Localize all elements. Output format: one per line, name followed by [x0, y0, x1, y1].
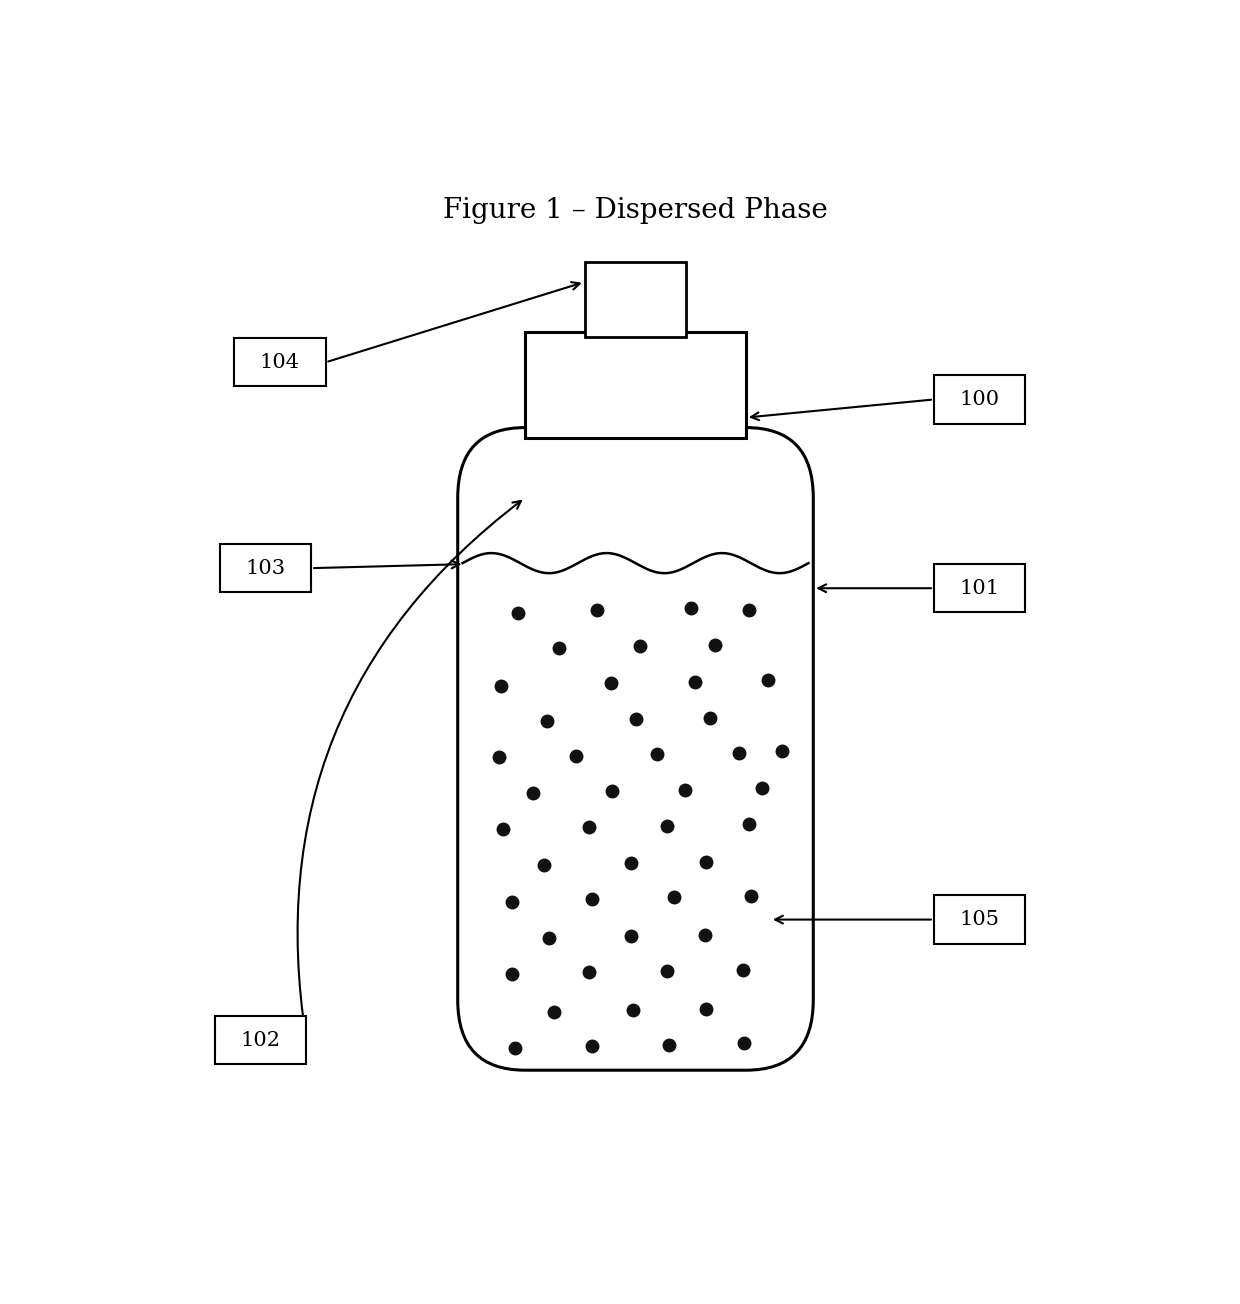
FancyBboxPatch shape	[458, 428, 813, 1071]
Text: 104: 104	[260, 353, 300, 372]
Text: 103: 103	[246, 558, 285, 578]
Text: Figure 1 – Dispersed Phase: Figure 1 – Dispersed Phase	[443, 197, 828, 224]
FancyBboxPatch shape	[215, 1016, 306, 1064]
Text: 102: 102	[241, 1030, 280, 1050]
Text: 105: 105	[960, 910, 999, 928]
Bar	[584, 262, 687, 338]
FancyBboxPatch shape	[234, 338, 326, 386]
FancyBboxPatch shape	[934, 565, 1025, 613]
Text: 100: 100	[960, 390, 999, 409]
FancyBboxPatch shape	[219, 544, 311, 592]
Bar	[525, 333, 746, 438]
Text: 101: 101	[960, 579, 999, 597]
FancyBboxPatch shape	[934, 376, 1025, 424]
FancyBboxPatch shape	[934, 896, 1025, 944]
